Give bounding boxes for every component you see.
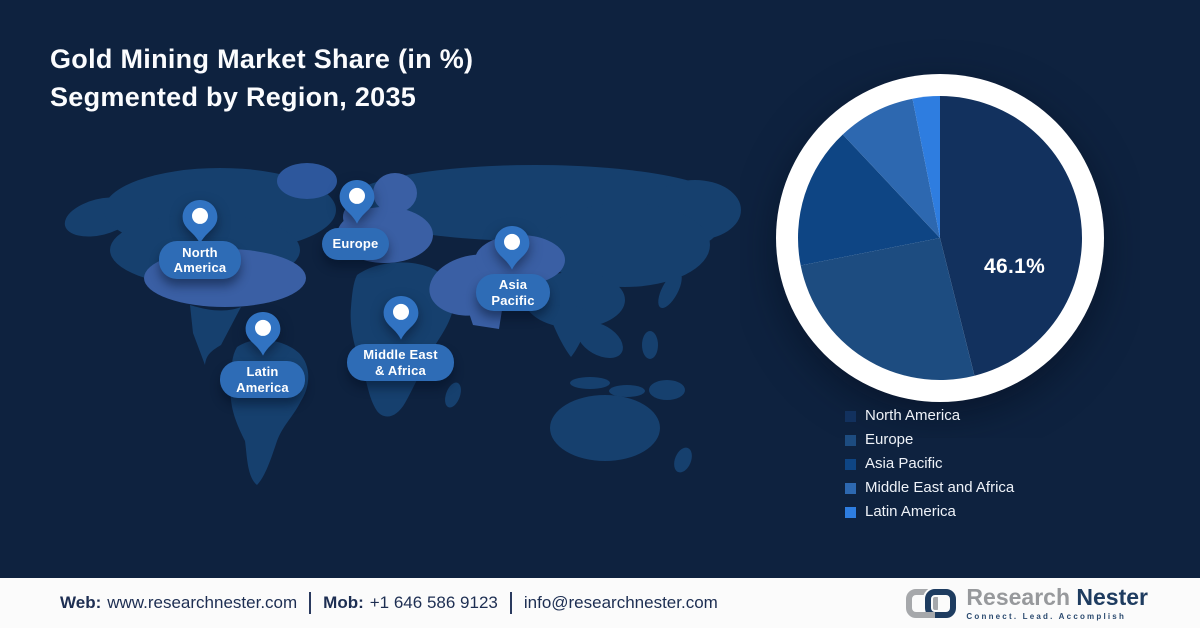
mob-label: Mob: — [323, 593, 364, 612]
legend-swatch — [845, 458, 856, 470]
legend-swatch — [845, 506, 856, 518]
legend-label: Europe — [865, 431, 914, 448]
logo-tagline: Connect. Lead. Accomplish — [966, 611, 1127, 621]
web-label: Web: — [60, 593, 102, 612]
legend-swatch — [845, 482, 856, 494]
footer-bar: Web: www.researchnester.com Mob: +1 646 … — [0, 578, 1200, 628]
map-pin-north-america — [182, 199, 218, 244]
page-title: Gold Mining Market Share (in %) Segmente… — [50, 40, 473, 116]
legend-label: North America — [865, 407, 961, 424]
legend-item-europe: Europe — [845, 432, 1014, 448]
region-badge-europe: Europe — [322, 228, 389, 260]
pie-chart-svg — [776, 74, 1104, 402]
logo-name-nester: Nester — [1076, 583, 1148, 610]
logo-name: Research Nester — [966, 583, 1148, 610]
pie-slices — [798, 96, 1083, 381]
legend-item-latin-america: Latin America — [845, 504, 1014, 520]
pie-data-label: 46.1% — [984, 255, 1046, 278]
map-pin-latin-america — [245, 311, 281, 356]
website-url: www.researchnester.com — [107, 593, 298, 612]
separator — [509, 592, 512, 614]
pie-slice-europe — [800, 238, 975, 381]
legend-swatch — [845, 434, 856, 446]
research-nester-logo: Research Nester Connect. Lead. Accomplis… — [904, 578, 1148, 628]
map-pin-europe — [339, 179, 375, 224]
legend-item-asia-pacific: Asia Pacific — [845, 456, 1014, 472]
contact-info: Web: www.researchnester.com Mob: +1 646 … — [60, 578, 718, 628]
legend-item-north-america: North America — [845, 408, 1014, 424]
pie-chart — [740, 38, 1140, 438]
page-title-line1: Gold Mining Market Share (in %) — [50, 44, 474, 74]
logo-name-research: Research — [966, 583, 1070, 610]
legend-item-middle-east-africa: Middle East and Africa — [845, 480, 1014, 496]
pie-slice-latin-america — [912, 96, 940, 238]
pie-slice-middle-east-africa — [842, 98, 940, 238]
email-address: info@researchnester.com — [523, 593, 718, 612]
legend-label: Asia Pacific — [865, 455, 943, 472]
phone-number: +1 646 586 9123 — [369, 593, 498, 612]
map-pin-middle-east-africa — [383, 295, 419, 340]
pie-slice-asia-pacific — [798, 134, 940, 266]
separator — [309, 592, 312, 614]
page-title-line2: Segmented by Region, 2035 — [50, 82, 417, 112]
region-badge-asia-pacific: Asia Pacific — [476, 274, 550, 311]
region-badge-middle-east-africa: Middle East & Africa — [347, 344, 454, 381]
map-pin-asia-pacific — [494, 225, 530, 270]
logo-text: Research Nester Connect. Lead. Accomplis… — [966, 583, 1148, 621]
legend-label: Middle East and Africa — [865, 479, 1015, 496]
legend-label: Latin America — [865, 503, 956, 520]
map-landmasses — [64, 165, 741, 485]
chain-links-icon — [906, 587, 959, 620]
legend-swatch — [845, 410, 856, 422]
region-badge-latin-america: Latin America — [220, 361, 305, 398]
pie-slice-north-america — [940, 96, 1083, 376]
chart-legend: North America Europe Asia Pacific Middle Ea… — [845, 408, 1014, 528]
region-badge-north-america: North America — [159, 241, 241, 279]
